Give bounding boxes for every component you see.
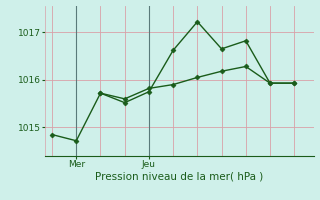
X-axis label: Pression niveau de la mer( hPa ): Pression niveau de la mer( hPa ) — [95, 172, 263, 182]
